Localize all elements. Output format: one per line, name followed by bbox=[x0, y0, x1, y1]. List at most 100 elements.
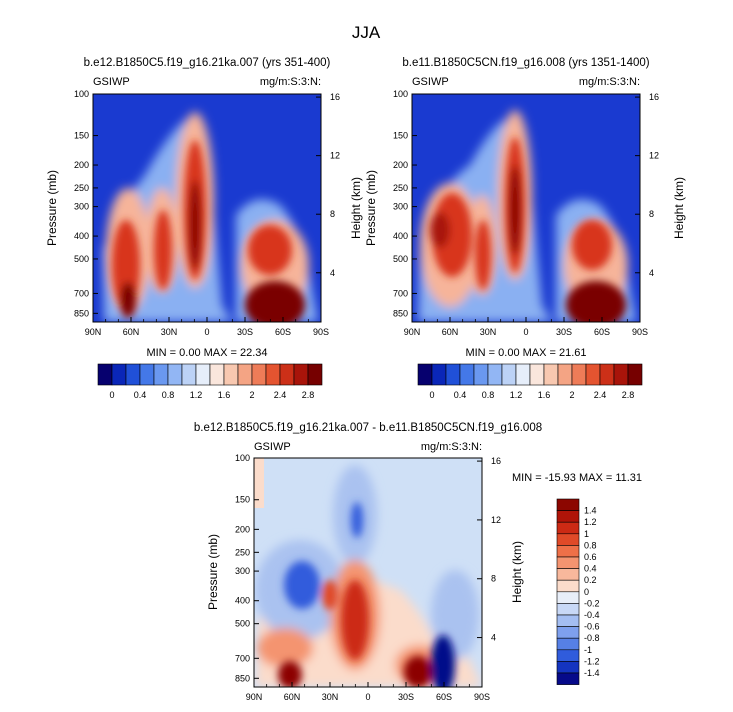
x-tick-label: 30N bbox=[161, 327, 178, 337]
colorbar-swatch bbox=[556, 626, 580, 639]
colorbar-label: 0.8 bbox=[482, 390, 495, 400]
p3-pos-core3 bbox=[404, 656, 432, 687]
y-tick-label: 400 bbox=[393, 231, 408, 241]
p1-core7 bbox=[189, 180, 201, 270]
panel-2-field bbox=[412, 94, 640, 322]
colorbar-swatch bbox=[431, 363, 447, 386]
y-tick-label: 400 bbox=[235, 596, 250, 606]
colorbar-label: 1.2 bbox=[510, 390, 523, 400]
y-right-tick-label: 16 bbox=[649, 92, 659, 102]
panel-1-title: b.e12.B1850C5.f19_g16.21ka.007 (yrs 351-… bbox=[84, 57, 331, 69]
colorbar-label: 0.2 bbox=[584, 575, 597, 585]
x-tick-label: 90N bbox=[404, 327, 421, 337]
panel-2-title: b.e11.B1850C5CN.f19_g16.008 (yrs 1351-14… bbox=[402, 57, 649, 69]
p3-neg-core1 bbox=[284, 561, 320, 609]
y-right-tick-label: 12 bbox=[491, 515, 501, 525]
y-right-tick-label: 8 bbox=[649, 209, 654, 219]
colorbar-label: 0 bbox=[109, 390, 114, 400]
colorbar-swatch bbox=[473, 363, 489, 386]
panel-3-title: b.e12.B1850C5.f19_g16.21ka.007 - b.e11.B… bbox=[194, 422, 542, 434]
x-tick-label: 60S bbox=[594, 327, 610, 337]
colorbar-label: -0.6 bbox=[584, 622, 600, 632]
panel-3-ylabel: Pressure (mb) bbox=[206, 534, 220, 610]
colorbar-swatch bbox=[556, 603, 580, 616]
panel-2-ylabel: Pressure (mb) bbox=[364, 170, 378, 246]
panel-3-left-label: GSIWP bbox=[254, 441, 291, 453]
colorbar-label: 1.4 bbox=[584, 506, 597, 516]
colorbar-label: 0 bbox=[429, 390, 434, 400]
colorbar-label: 2 bbox=[569, 390, 574, 400]
colorbar-label: 0 bbox=[584, 587, 589, 597]
y-tick-label: 150 bbox=[393, 131, 408, 141]
colorbar-swatch bbox=[501, 363, 517, 386]
colorbar-label: 0.8 bbox=[584, 540, 597, 550]
y-tick-label: 300 bbox=[393, 202, 408, 212]
y-tick-label: 500 bbox=[393, 254, 408, 264]
y-tick-label: 100 bbox=[74, 89, 89, 99]
colorbar-label: 1.6 bbox=[218, 390, 231, 400]
y-tick-label: 300 bbox=[74, 202, 89, 212]
y-right-tick-label: 4 bbox=[491, 633, 496, 643]
x-tick-label: 90S bbox=[474, 692, 490, 702]
colorbar-swatch bbox=[556, 672, 580, 685]
colorbar-swatch bbox=[557, 363, 573, 386]
colorbar-label: -1 bbox=[584, 645, 592, 655]
colorbar-swatch bbox=[556, 579, 580, 593]
x-tick-label: 90S bbox=[632, 327, 648, 337]
panel-2-right-label: mg/m:S:3:N: bbox=[579, 76, 640, 88]
colorbar-label: 2.4 bbox=[594, 390, 607, 400]
colorbar-swatch bbox=[307, 363, 323, 386]
colorbar-swatch bbox=[571, 363, 587, 386]
colorbar-swatch bbox=[556, 591, 580, 604]
colorbar-swatch bbox=[556, 545, 580, 558]
y-tick-label: 500 bbox=[74, 254, 89, 264]
colorbar-label: 0.4 bbox=[134, 390, 147, 400]
panel-2: b.e11.B1850C5CN.f19_g16.008 (yrs 1351-14… bbox=[364, 57, 686, 359]
colorbar-swatch bbox=[167, 363, 183, 386]
p2-core7 bbox=[509, 165, 521, 255]
x-tick-label: 30N bbox=[322, 692, 339, 702]
p1-core6 bbox=[120, 282, 136, 318]
y-tick-label: 850 bbox=[235, 673, 250, 683]
y-right-tick-label: 8 bbox=[330, 209, 335, 219]
colorbar-label: 2 bbox=[249, 390, 254, 400]
colorbar-swatch bbox=[627, 363, 643, 386]
y-tick-label: 250 bbox=[235, 547, 250, 557]
panel-3-field bbox=[254, 458, 482, 687]
colorbar-swatch bbox=[139, 363, 155, 386]
colorbar-swatch bbox=[556, 498, 580, 511]
colorbar-difference: 1.41.210.80.60.40.20-0.2-0.4-0.6-0.8-1-1… bbox=[556, 498, 600, 685]
p1-core5 bbox=[245, 281, 305, 322]
colorbar-swatch bbox=[556, 637, 580, 651]
p3-pos-core2 bbox=[278, 661, 302, 687]
colorbar-label: 2.8 bbox=[622, 390, 635, 400]
colorbar-label: 1.6 bbox=[538, 390, 551, 400]
colorbar-label: 0.4 bbox=[584, 564, 597, 574]
y-tick-label: 400 bbox=[74, 231, 89, 241]
colorbar-swatch bbox=[195, 363, 211, 386]
y-right-tick-label: 4 bbox=[330, 268, 335, 278]
x-tick-label: 90N bbox=[85, 327, 102, 337]
y-tick-label: 150 bbox=[235, 495, 250, 505]
panel-1: b.e12.B1850C5.f19_g16.21ka.007 (yrs 351-… bbox=[45, 57, 363, 359]
colorbar-swatch bbox=[237, 363, 253, 386]
y-right-tick-label: 12 bbox=[649, 151, 659, 161]
panel-2-stats: MIN = 0.00 MAX = 21.61 bbox=[465, 347, 586, 359]
x-tick-label: 0 bbox=[365, 692, 370, 702]
colorbar-swatch bbox=[97, 363, 113, 386]
season-title: JJA bbox=[352, 23, 381, 42]
colorbar-swatch bbox=[556, 533, 580, 546]
y-tick-label: 250 bbox=[74, 183, 89, 193]
colorbar-label: -0.8 bbox=[584, 633, 600, 643]
y-tick-label: 700 bbox=[393, 288, 408, 298]
x-tick-label: 60N bbox=[284, 692, 301, 702]
colorbar-swatch bbox=[265, 363, 281, 386]
colorbar-swatch bbox=[181, 363, 197, 386]
colorbar-swatch bbox=[125, 363, 141, 386]
colorbar-swatch bbox=[487, 363, 503, 386]
colorbar-swatch bbox=[279, 363, 295, 386]
panel-3-ylabel-right: Height (km) bbox=[510, 541, 524, 603]
x-tick-label: 0 bbox=[523, 327, 528, 337]
colorbar-swatch bbox=[293, 363, 309, 386]
